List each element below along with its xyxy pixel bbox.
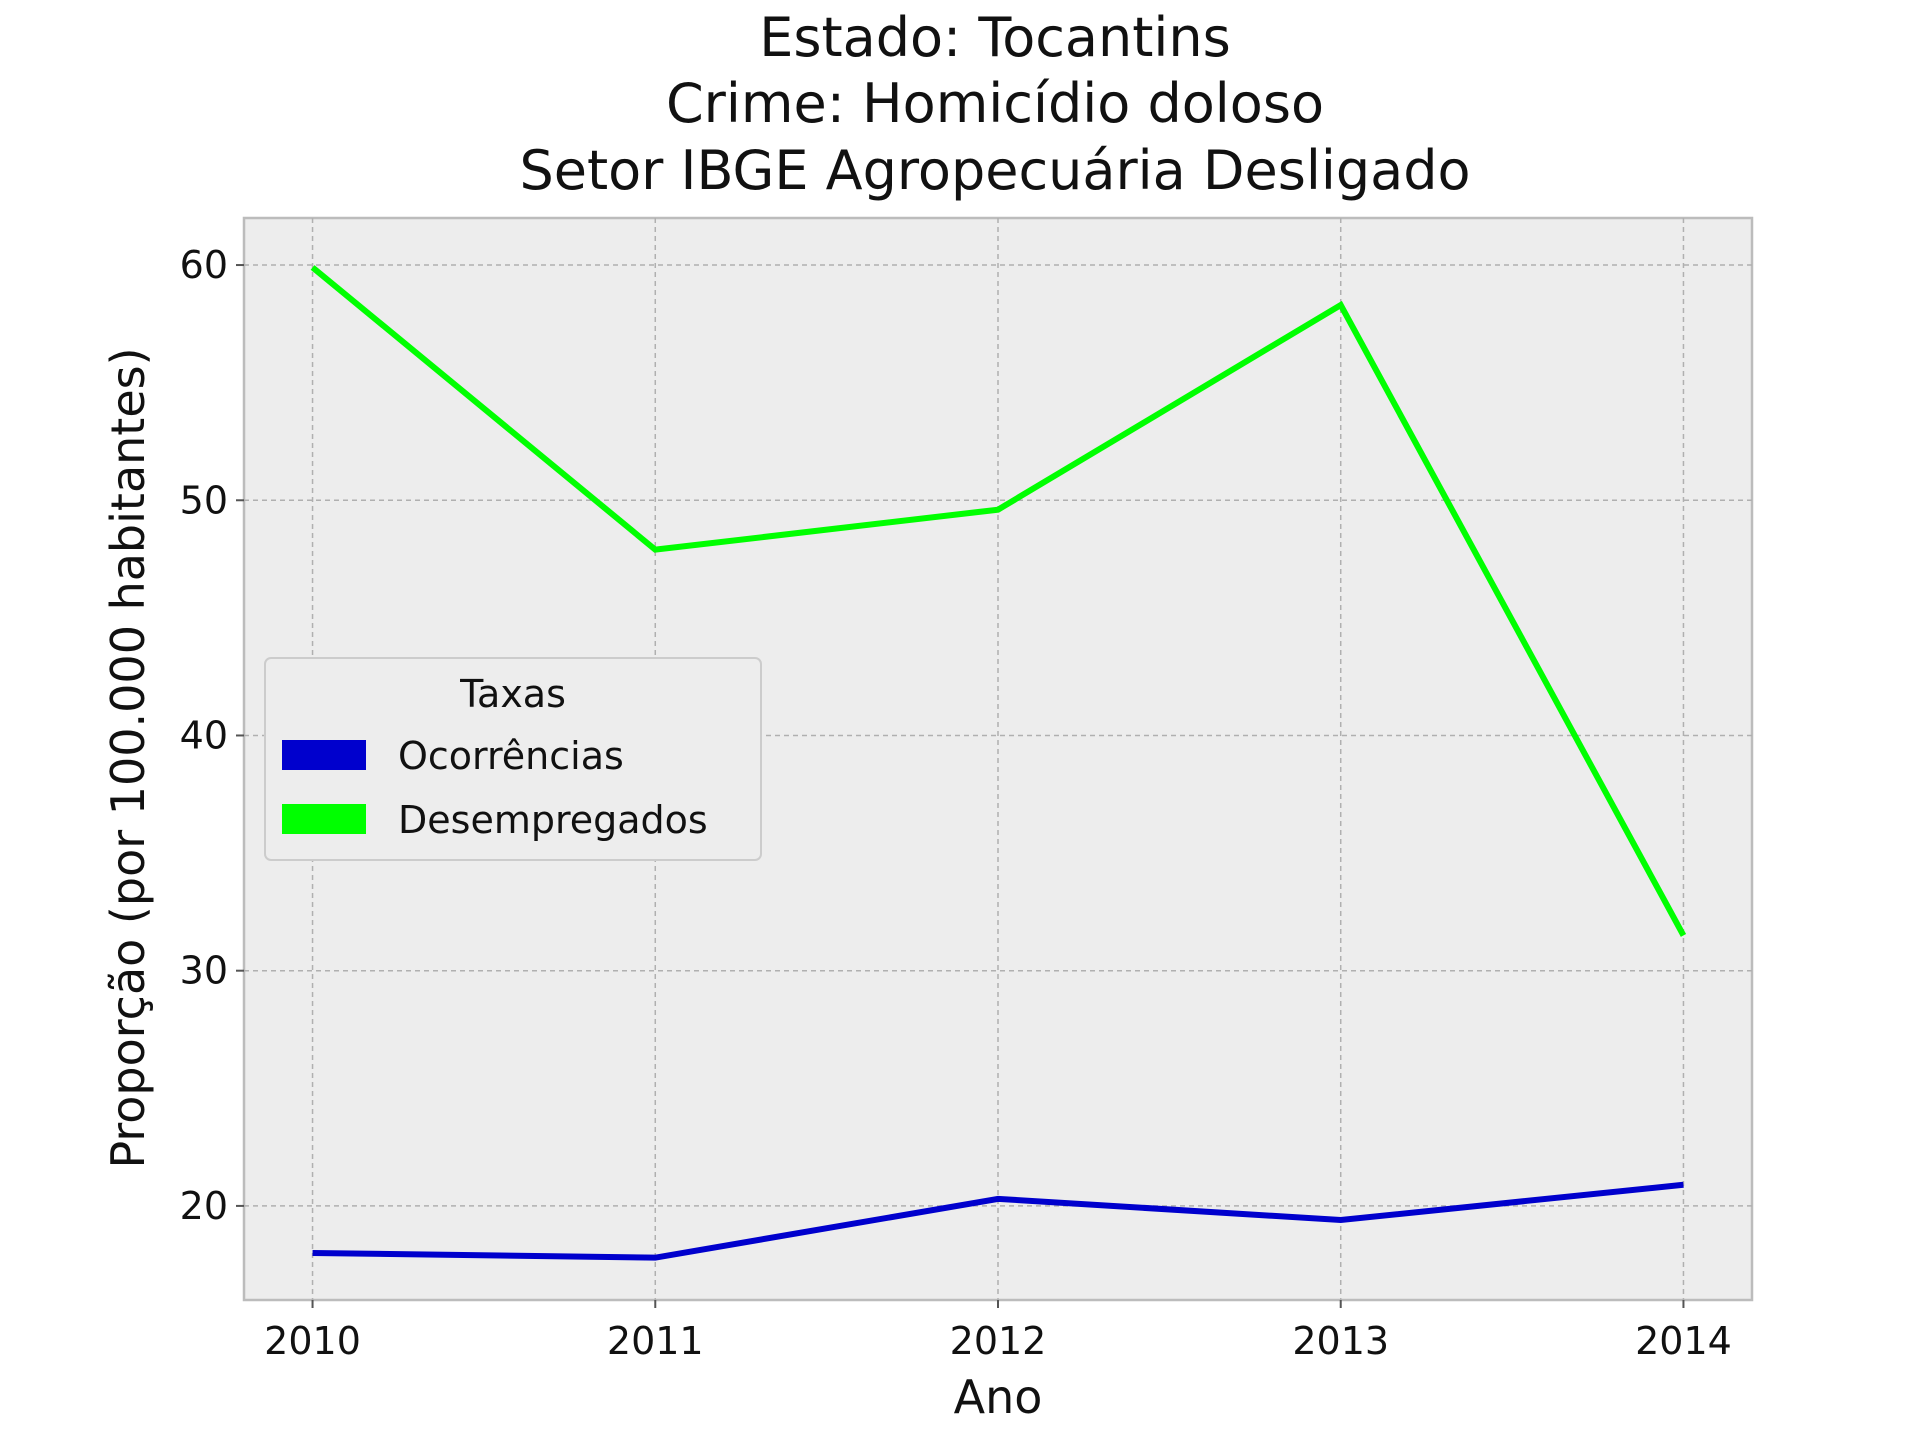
y-tick-label: 40 (180, 713, 228, 757)
series-layer (310, 265, 1687, 1261)
y-tick-label: 50 (180, 478, 228, 522)
x-tick-label: 2014 (1635, 1319, 1732, 1363)
title-line-2: Crime: Homicídio doloso (666, 72, 1324, 135)
x-tick-label: 2013 (1292, 1319, 1389, 1363)
legend-title: Taxas (459, 672, 566, 716)
title-line-1: Estado: Tocantins (759, 6, 1231, 69)
legend: Taxas Ocorrências Desempregados (264, 657, 762, 861)
legend-box (264, 657, 762, 861)
y-axis-ticks: 20 30 40 50 60 (180, 243, 244, 1228)
y-tick-label: 30 (180, 949, 228, 993)
series-line-desempregados (310, 265, 1687, 937)
title-line-3: Setor IBGE Agropecuária Desligado (519, 139, 1470, 202)
y-tick-label: 60 (180, 243, 228, 287)
x-tick-label: 2011 (607, 1319, 704, 1363)
y-axis-label: Proporção (por 100.000 habitantes) (101, 347, 155, 1168)
x-axis-ticks: 2010 2011 2012 2013 2014 (264, 1300, 1732, 1363)
chart-title: Estado: Tocantins Crime: Homicídio dolos… (519, 6, 1470, 202)
x-axis-label: Ano (954, 1370, 1043, 1424)
legend-swatch (282, 740, 366, 770)
series-line-ocorrencias (312, 1181, 1684, 1261)
legend-entry-label: Desempregados (398, 798, 708, 842)
legend-entry-label: Ocorrências (398, 734, 624, 778)
y-tick-label: 20 (180, 1184, 228, 1228)
x-tick-label: 2010 (264, 1319, 361, 1363)
x-tick-label: 2012 (950, 1319, 1047, 1363)
legend-swatch (282, 804, 366, 834)
legend-items: Ocorrências Desempregados (282, 734, 708, 842)
